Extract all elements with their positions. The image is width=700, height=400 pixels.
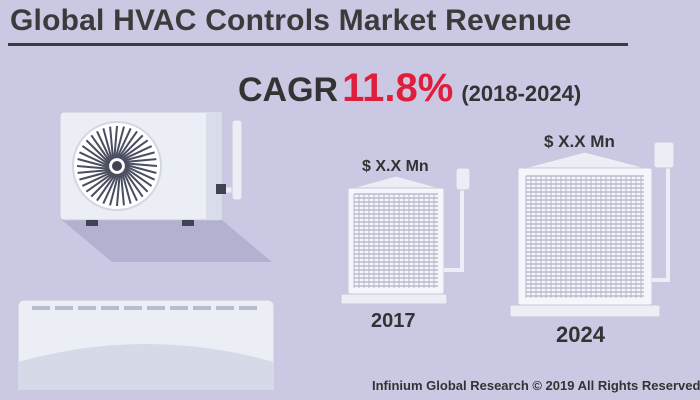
fan-icon (76, 125, 158, 207)
cagr-value: 11.8% (342, 66, 454, 110)
condenser-2017-illustration (340, 167, 471, 305)
grille-2017 (353, 193, 438, 288)
value-label-2017: $ X.X Mn (362, 158, 429, 175)
grille-2024 (525, 175, 644, 298)
year-label-2024: 2024 (556, 322, 605, 347)
title-underline (8, 43, 628, 46)
cagr-label: CAGR (238, 71, 339, 109)
year-label-2017: 2017 (371, 310, 416, 332)
cagr-period: (2018-2024) (461, 81, 582, 106)
page-title: Global HVAC Controls Market Revenue (10, 4, 572, 37)
condenser-2024-illustration (509, 141, 675, 318)
copyright-footer: Infinium Global Research © 2019 All Righ… (372, 378, 700, 393)
cagr-block: CAGR 11.8% (2018-2024) (238, 66, 581, 111)
indoor-ac-unit-illustration (17, 299, 275, 391)
vent-slots (32, 306, 257, 310)
outdoor-ac-unit-illustration (59, 111, 272, 262)
value-label-2024: $ X.X Mn (544, 132, 615, 151)
